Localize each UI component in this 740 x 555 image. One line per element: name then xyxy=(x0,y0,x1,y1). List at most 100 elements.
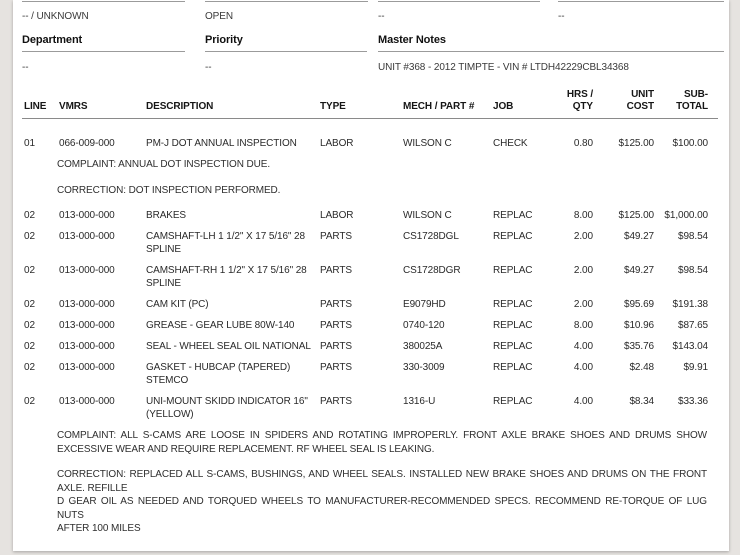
table-row: 02 013-000-000 CAMSHAFT-RH 1 1/2" X 17 5… xyxy=(24,264,729,290)
cell-description: CAMSHAFT-RH 1 1/2" X 17 5/16" 28 SPLINE xyxy=(146,265,307,289)
header-line: LINE xyxy=(24,100,47,112)
table-row-group: 02 013-000-000 CAMSHAFT-RH 1 1/2" X 17 5… xyxy=(24,264,729,290)
master-notes-label: Master Notes xyxy=(378,34,724,52)
table-row: 02 013-000-000 SEAL - WHEEL SEAL OIL NAT… xyxy=(24,340,729,353)
cell-hrs-qty: 0.80 xyxy=(573,138,593,149)
cell-mech-part: CS1728DGR xyxy=(403,265,461,276)
cell-type: PARTS xyxy=(320,231,352,242)
cell-line: 02 xyxy=(24,299,35,310)
header-unit-cost: UNIT COST xyxy=(626,89,654,112)
master-notes-field: Master Notes UNIT #368 - 2012 TIMPTE - V… xyxy=(378,34,724,73)
cell-type: PARTS xyxy=(320,299,352,310)
table-row-group: 02 013-000-000 GASKET - HUBCAP (TAPERED)… xyxy=(24,361,729,387)
cell-vmrs: 013-000-000 xyxy=(59,341,115,352)
cell-mech-part: 0740-120 xyxy=(403,320,445,331)
cell-unit-cost: $35.76 xyxy=(624,341,654,352)
master-notes-value: UNIT #368 - 2012 TIMPTE - VIN # LTDH4222… xyxy=(378,62,629,73)
table-row: 02 013-000-000 CAMSHAFT-LH 1 1/2" X 17 5… xyxy=(24,230,729,256)
cell-mech-part: 380025A xyxy=(403,341,443,352)
header-type: TYPE xyxy=(320,100,346,112)
row-note: CORRECTION: REPLACED ALL S-CAMS, BUSHING… xyxy=(57,469,707,534)
table-row: 02 013-000-000 GREASE - GEAR LUBE 80W-14… xyxy=(24,319,729,332)
cell-type: LABOR xyxy=(320,138,354,149)
cell-description: UNI-MOUNT SKIDD INDICATOR 16" (YELLOW) xyxy=(146,396,308,420)
cell-unit-cost: $49.27 xyxy=(624,265,654,276)
field-value-unknown: -- / UNKNOWN xyxy=(22,1,185,22)
table-body: 01 066-009-000 PM-J DOT ANNUAL INSPECTIO… xyxy=(22,137,729,536)
cell-vmrs: 013-000-000 xyxy=(59,362,115,373)
cell-mech-part: E9079HD xyxy=(403,299,446,310)
table-row: 02 013-000-000 GASKET - HUBCAP (TAPERED)… xyxy=(24,361,729,387)
header-vmrs: VMRS xyxy=(59,100,88,112)
cell-description: GREASE - GEAR LUBE 80W-140 xyxy=(146,320,295,331)
cell-unit-cost: $125.00 xyxy=(618,210,655,221)
cell-description: CAM KIT (PC) xyxy=(146,299,209,310)
row-notes: COMPLAINT: ALL S-CAMS ARE LOOSE IN SPIDE… xyxy=(24,429,729,536)
cell-sub-total: $143.04 xyxy=(672,341,709,352)
cell-unit-cost: $95.69 xyxy=(624,299,654,310)
cell-sub-total: $33.36 xyxy=(678,396,708,407)
header-sub-total: SUB- TOTAL xyxy=(676,89,708,112)
cell-vmrs: 066-009-000 xyxy=(59,138,115,149)
cell-vmrs: 013-000-000 xyxy=(59,231,115,242)
cell-unit-cost: $125.00 xyxy=(618,138,655,149)
field-value-dash-3: -- xyxy=(378,1,540,22)
cell-unit-cost: $10.96 xyxy=(624,320,654,331)
cell-line: 02 xyxy=(24,396,35,407)
cell-hrs-qty: 2.00 xyxy=(573,299,593,310)
field-labels-row: Department -- Priority -- Master Notes U… xyxy=(22,34,729,73)
table-row: 02 013-000-000 CAM KIT (PC) PARTS E9079H… xyxy=(24,298,729,311)
cell-type: PARTS xyxy=(320,396,352,407)
cell-description: BRAKES xyxy=(146,210,186,221)
table-row-group: 01 066-009-000 PM-J DOT ANNUAL INSPECTIO… xyxy=(24,137,729,197)
cell-line: 02 xyxy=(24,231,35,242)
cell-job: REPLAC xyxy=(493,299,533,310)
cell-type: LABOR xyxy=(320,210,354,221)
cell-job: CHECK xyxy=(493,138,528,149)
cell-sub-total: $1,000.00 xyxy=(664,210,708,221)
cell-sub-total: $98.54 xyxy=(678,231,708,242)
field-value-status: OPEN xyxy=(205,1,368,22)
cell-type: PARTS xyxy=(320,265,352,276)
cell-unit-cost: $49.27 xyxy=(624,231,654,242)
cell-mech-part: 330-3009 xyxy=(403,362,445,373)
cell-hrs-qty: 4.00 xyxy=(573,362,593,373)
cell-hrs-qty: 8.00 xyxy=(573,210,593,221)
table-row-group: 02 013-000-000 UNI-MOUNT SKIDD INDICATOR… xyxy=(24,395,729,536)
table-row: 01 066-009-000 PM-J DOT ANNUAL INSPECTIO… xyxy=(24,137,729,150)
line-items-table: LINE VMRS DESCRIPTION TYPE MECH / PART #… xyxy=(13,89,729,536)
cell-job: REPLAC xyxy=(493,231,533,242)
department-field: Department -- xyxy=(22,34,185,73)
table-row-group: 02 013-000-000 GREASE - GEAR LUBE 80W-14… xyxy=(24,319,729,332)
cell-description: SEAL - WHEEL SEAL OIL NATIONAL xyxy=(146,341,311,352)
header-description: DESCRIPTION xyxy=(146,100,214,112)
cell-line: 02 xyxy=(24,265,35,276)
cell-job: REPLAC xyxy=(493,362,533,373)
cell-hrs-qty: 2.00 xyxy=(573,265,593,276)
row-note: COMPLAINT: ALL S-CAMS ARE LOOSE IN SPIDE… xyxy=(57,430,710,455)
cell-vmrs: 013-000-000 xyxy=(59,396,115,407)
cell-line: 02 xyxy=(24,320,35,331)
cell-description: GASKET - HUBCAP (TAPERED) STEMCO xyxy=(146,362,291,386)
cell-sub-total: $100.00 xyxy=(672,138,709,149)
cell-sub-total: $191.38 xyxy=(672,299,709,310)
cell-vmrs: 013-000-000 xyxy=(59,299,115,310)
department-value: -- xyxy=(22,62,29,73)
cell-unit-cost: $2.48 xyxy=(629,362,654,373)
cell-job: REPLAC xyxy=(493,396,533,407)
header-job: JOB xyxy=(493,100,514,112)
cell-line: 02 xyxy=(24,362,35,373)
cell-job: REPLAC xyxy=(493,265,533,276)
cell-vmrs: 013-000-000 xyxy=(59,265,115,276)
cell-job: REPLAC xyxy=(493,320,533,331)
cell-sub-total: $9.91 xyxy=(683,362,708,373)
table-header-row: LINE VMRS DESCRIPTION TYPE MECH / PART #… xyxy=(22,89,718,119)
table-row-group: 02 013-000-000 CAM KIT (PC) PARTS E9079H… xyxy=(24,298,729,311)
cell-type: PARTS xyxy=(320,362,352,373)
header-mech-part: MECH / PART # xyxy=(403,100,475,112)
cell-mech-part: WILSON C xyxy=(403,138,452,149)
table-row-group: 02 013-000-000 CAMSHAFT-LH 1 1/2" X 17 5… xyxy=(24,230,729,256)
cell-hrs-qty: 8.00 xyxy=(573,320,593,331)
cell-mech-part: 1316-U xyxy=(403,396,436,407)
cell-vmrs: 013-000-000 xyxy=(59,210,115,221)
